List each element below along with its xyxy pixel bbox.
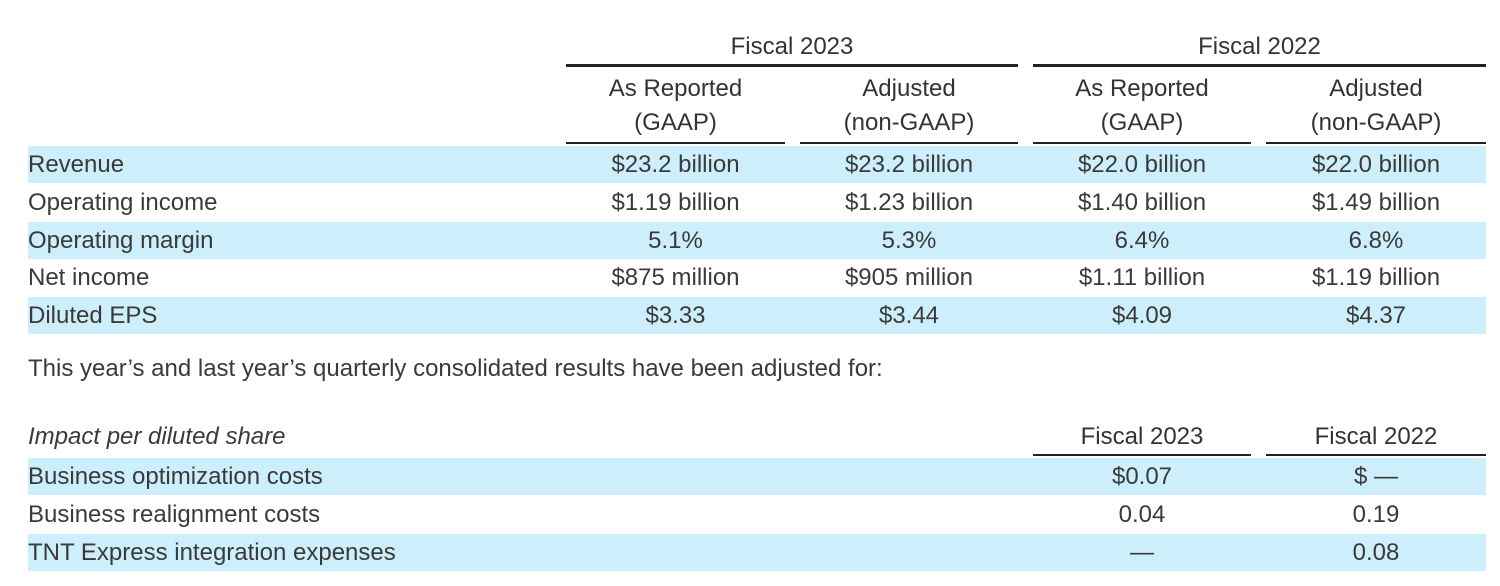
column-header-fy23-adjusted: Adjusted (non-GAAP) bbox=[800, 72, 1018, 144]
row-label: Revenue bbox=[28, 151, 125, 178]
cell-value: $ — bbox=[1353, 463, 1398, 490]
column-header-fy22-adjusted: Adjusted (non-GAAP) bbox=[1266, 72, 1486, 144]
cell-value: $1.40 billion bbox=[1077, 189, 1207, 216]
cell-value: $905 million bbox=[844, 264, 974, 291]
group-header-fiscal-2023: Fiscal 2023 bbox=[566, 30, 1018, 67]
column-header-line1: As Reported bbox=[608, 75, 743, 102]
cell-value: 5.1% bbox=[648, 227, 703, 254]
cell-value: $23.2 billion bbox=[611, 151, 740, 178]
cell-value: $1.23 billion bbox=[844, 189, 974, 216]
cell-value: $4.09 bbox=[1111, 302, 1173, 329]
cell-value: $23.2 billion bbox=[844, 151, 974, 178]
table-row-operating-margin: Operating margin 5.1% 5.3% 6.4% 6.8% bbox=[28, 222, 1486, 259]
row-label: TNT Express integration expenses bbox=[28, 539, 396, 566]
row-label: Operating income bbox=[28, 189, 218, 216]
column-header-line2: (GAAP) bbox=[634, 109, 717, 136]
column-header-line2: (GAAP) bbox=[1100, 109, 1184, 136]
cell-value: 0.08 bbox=[1352, 539, 1400, 566]
table-row-net-income: Net income $875 million $905 million $1.… bbox=[28, 259, 1486, 296]
cell-value: — bbox=[1130, 539, 1154, 566]
cell-value: $1.19 billion bbox=[1311, 264, 1441, 291]
cell-value: $4.37 bbox=[1345, 302, 1407, 329]
adjustment-note: This year’s and last year’s quarterly co… bbox=[28, 355, 883, 382]
cell-value: $22.0 billion bbox=[1311, 151, 1441, 178]
table-row-diluted-eps: Diluted EPS $3.33 $3.44 $4.09 $4.37 bbox=[28, 297, 1486, 334]
row-label: Business realignment costs bbox=[28, 501, 321, 528]
column-header-line2: (non-GAAP) bbox=[843, 109, 975, 136]
row-label: Operating margin bbox=[28, 227, 214, 254]
cell-value: $22.0 billion bbox=[1077, 151, 1207, 178]
cell-value: 0.19 bbox=[1352, 501, 1400, 528]
column-header-line1: As Reported bbox=[1075, 75, 1209, 102]
cell-value: $0.07 bbox=[1111, 463, 1173, 490]
column-header-fy23-reported: As Reported (GAAP) bbox=[566, 72, 785, 144]
row-label: Business optimization costs bbox=[28, 463, 323, 490]
row-label: Net income bbox=[28, 264, 150, 291]
impact-row-business-optimization: Business optimization costs $0.07 $ — bbox=[28, 458, 1486, 495]
column-header-line1: Adjusted bbox=[862, 75, 956, 102]
column-header-fy22-reported: As Reported (GAAP) bbox=[1033, 72, 1251, 144]
cell-value: 5.3% bbox=[881, 227, 937, 254]
impact-table-title: Impact per diluted share bbox=[28, 423, 286, 450]
cell-value: $3.44 bbox=[878, 302, 940, 329]
cell-value: $1.19 billion bbox=[611, 189, 740, 216]
column-header-line2: (non-GAAP) bbox=[1310, 109, 1442, 136]
cell-value: $3.33 bbox=[645, 302, 706, 329]
group-header-fiscal-2022: Fiscal 2022 bbox=[1033, 30, 1486, 67]
cell-value: 6.4% bbox=[1114, 227, 1170, 254]
impact-row-business-realignment: Business realignment costs 0.04 0.19 bbox=[28, 496, 1486, 533]
cell-value: $1.49 billion bbox=[1311, 189, 1441, 216]
row-label: Diluted EPS bbox=[28, 302, 158, 329]
table-row-operating-income: Operating income $1.19 billion $1.23 bil… bbox=[28, 184, 1486, 221]
table-row-revenue: Revenue $23.2 billion $23.2 billion $22.… bbox=[28, 146, 1486, 183]
impact-header-fiscal-2022: Fiscal 2022 bbox=[1266, 420, 1486, 456]
impact-row-tnt-integration: TNT Express integration expenses — 0.08 bbox=[28, 534, 1486, 571]
column-header-line1: Adjusted bbox=[1329, 75, 1423, 102]
impact-header-fiscal-2023: Fiscal 2023 bbox=[1033, 420, 1251, 456]
cell-value: 0.04 bbox=[1118, 501, 1166, 528]
cell-value: 6.8% bbox=[1348, 227, 1404, 254]
cell-value: $1.11 billion bbox=[1078, 264, 1206, 291]
cell-value: $875 million bbox=[611, 264, 740, 291]
